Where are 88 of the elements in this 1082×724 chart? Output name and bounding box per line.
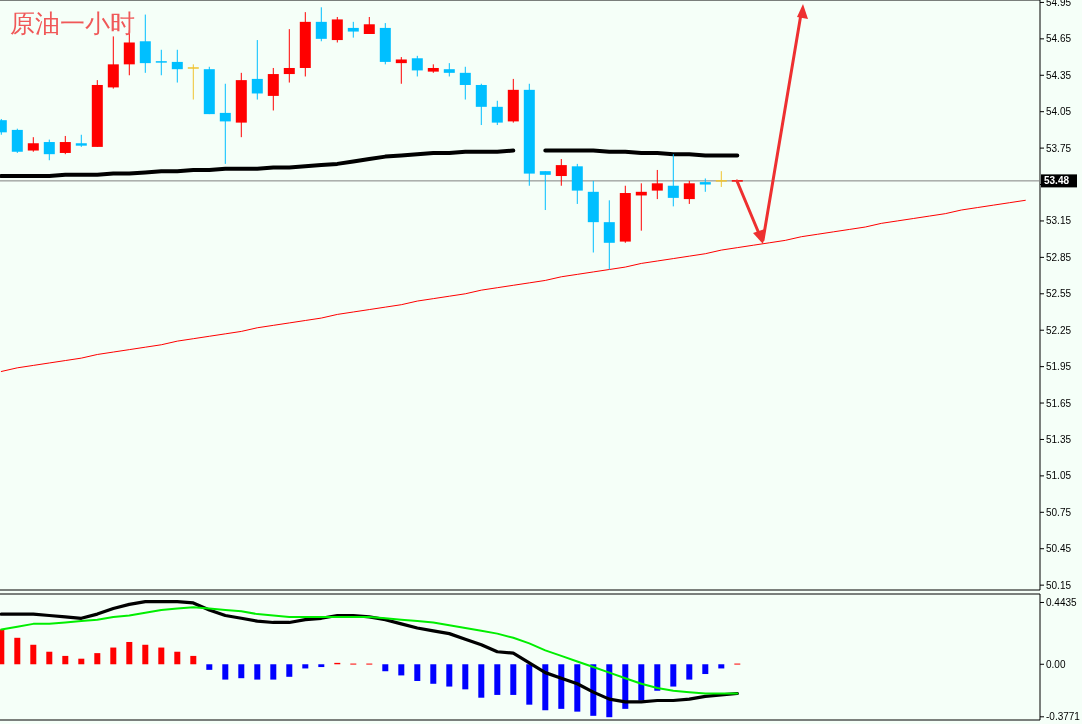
bar xyxy=(62,655,69,665)
bar xyxy=(478,664,485,698)
bar xyxy=(718,664,725,669)
bar xyxy=(510,664,517,695)
y-tick-label: 51.05 xyxy=(1046,470,1072,482)
candlestick xyxy=(171,49,183,84)
y-tick-label: -0.3771 xyxy=(1046,711,1081,723)
y-tick-label: 51.95 xyxy=(1046,361,1072,373)
bar xyxy=(494,664,501,695)
bar xyxy=(462,664,469,690)
candlestick xyxy=(11,128,23,154)
candlestick xyxy=(411,55,423,77)
bar xyxy=(654,664,661,691)
bar xyxy=(446,664,453,687)
bar xyxy=(558,664,565,709)
bar xyxy=(142,644,149,665)
y-tick-label: 51.35 xyxy=(1046,433,1072,445)
bar xyxy=(94,653,101,665)
line-series xyxy=(0,199,1026,372)
bar xyxy=(30,644,37,665)
bar xyxy=(46,651,53,665)
candlestick xyxy=(107,35,119,90)
y-tick-label: 51.65 xyxy=(1046,397,1072,409)
bar xyxy=(670,664,677,687)
bar xyxy=(14,637,21,665)
bar xyxy=(382,664,389,672)
bar xyxy=(702,664,709,675)
bar xyxy=(0,629,5,665)
y-tick-label: 50.15 xyxy=(1046,579,1072,591)
candlestick xyxy=(459,66,471,101)
bar xyxy=(302,664,309,669)
bar xyxy=(318,664,325,668)
y-tick-label: 53.75 xyxy=(1046,142,1072,154)
bar xyxy=(526,664,533,705)
candlestick xyxy=(283,28,295,84)
candlestick xyxy=(251,39,263,101)
candlestick xyxy=(43,139,55,161)
candlestick xyxy=(651,169,663,200)
bar xyxy=(174,651,181,665)
y-tick-label: 54.35 xyxy=(1046,69,1072,81)
bar xyxy=(286,664,293,677)
bar xyxy=(574,664,581,712)
y-tick-label: 50.45 xyxy=(1046,543,1072,555)
candlestick xyxy=(59,135,71,155)
bar xyxy=(78,658,85,665)
candlestick xyxy=(331,16,343,43)
y-tick-label: 52.85 xyxy=(1046,251,1072,263)
bar xyxy=(254,664,261,680)
ref-line-label: 53.48 xyxy=(1044,175,1070,187)
line-series xyxy=(0,606,739,695)
candlestick xyxy=(219,83,231,165)
candlestick xyxy=(187,63,199,101)
y-tick-label: 54.65 xyxy=(1046,33,1072,45)
bar xyxy=(542,664,549,711)
bar xyxy=(110,647,117,665)
candlestick xyxy=(491,100,503,126)
bar xyxy=(414,664,421,681)
y-tick-label: 52.55 xyxy=(1046,288,1072,300)
bar xyxy=(638,664,645,701)
candlestick xyxy=(267,67,279,111)
bar xyxy=(206,664,213,670)
y-tick-label: 0.00 xyxy=(1046,658,1066,670)
y-tick-label: 0.4435 xyxy=(1046,596,1078,608)
bar xyxy=(158,647,165,665)
y-tick-label: 50.75 xyxy=(1046,506,1072,518)
candlestick xyxy=(155,49,167,76)
bar xyxy=(126,641,133,665)
candlestick xyxy=(475,83,487,126)
candlestick xyxy=(603,199,615,271)
bar xyxy=(686,664,693,680)
candlestick xyxy=(315,6,327,42)
bar xyxy=(270,664,277,680)
y-tick-label: 53.15 xyxy=(1046,215,1072,227)
bar xyxy=(430,664,437,684)
y-tick-label: 54.05 xyxy=(1046,106,1072,118)
line-series xyxy=(0,599,739,704)
bar xyxy=(190,655,197,665)
candlestick xyxy=(555,158,567,187)
candlestick xyxy=(667,153,679,207)
candlestick xyxy=(683,180,695,205)
chart-title: 原油一小时 xyxy=(10,10,135,37)
bar xyxy=(222,664,229,680)
y-tick-label: 52.25 xyxy=(1046,324,1072,336)
candlestick xyxy=(139,14,151,74)
bar xyxy=(238,664,245,679)
candlestick xyxy=(395,56,407,85)
candlestick xyxy=(539,170,551,211)
bar xyxy=(398,664,405,676)
